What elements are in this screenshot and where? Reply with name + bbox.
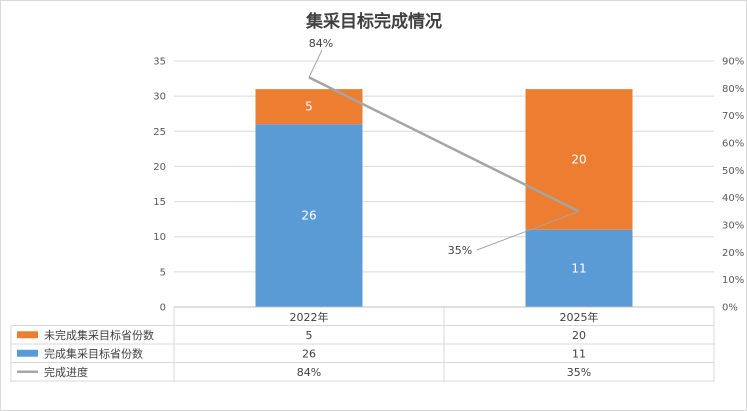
- line-series: [308, 76, 580, 213]
- y2-tick-label: 70%: [722, 111, 744, 122]
- leader-line: [476, 210, 580, 251]
- y2-tick-label: 40%: [722, 193, 744, 204]
- y2-tick-label: 60%: [722, 139, 744, 150]
- table-cell: 11: [572, 347, 586, 360]
- y2-tick-label: 20%: [722, 248, 744, 259]
- y2-tick-label: 80%: [722, 84, 744, 95]
- x-category-label: 2025年: [560, 310, 599, 324]
- y-tick-label: 30: [153, 92, 166, 103]
- bar-segment: [255, 124, 363, 307]
- y-tick-label: 35: [153, 57, 166, 68]
- legend-label: 未完成集采目标省份数: [44, 328, 154, 342]
- bar-data-label: 26: [301, 209, 316, 223]
- table-cell: 84%: [297, 366, 321, 379]
- y-tick-label: 10: [153, 232, 166, 243]
- line-data-label: 84%: [309, 37, 333, 50]
- x-category-label: 2022年: [290, 310, 329, 324]
- y2-tick-label: 30%: [722, 221, 744, 232]
- legend-swatch: [17, 349, 38, 357]
- y-tick-label: 15: [153, 197, 166, 208]
- y-tick-label: 25: [153, 127, 166, 138]
- bar-segment: [525, 89, 633, 230]
- y2-tick-label: 10%: [722, 275, 744, 286]
- table-cell: 20: [572, 329, 586, 342]
- legend-swatch: [17, 331, 38, 339]
- bar-data-label: 5: [305, 100, 313, 114]
- y2-tick-label: 50%: [722, 166, 744, 177]
- y-tick-label: 0: [160, 303, 166, 314]
- y2-tick-label: 0%: [722, 303, 738, 314]
- y-tick-label: 5: [160, 267, 166, 278]
- leader-line: [308, 49, 323, 78]
- table-cell: 5: [306, 329, 313, 342]
- legend-label: 完成进度: [44, 365, 88, 379]
- bar-data-label: 11: [571, 261, 586, 275]
- bar-segment: [525, 229, 633, 307]
- y2-tick-label: 90%: [722, 57, 744, 68]
- chart-title: 集采目标完成情况: [305, 11, 442, 32]
- bar-data-label: 20: [571, 152, 586, 166]
- legend-label: 完成集采目标省份数: [44, 346, 143, 360]
- table-cell: 26: [302, 347, 316, 360]
- table-cell: 35%: [567, 366, 591, 379]
- line-data-label: 35%: [448, 244, 472, 257]
- y-tick-label: 20: [153, 162, 166, 173]
